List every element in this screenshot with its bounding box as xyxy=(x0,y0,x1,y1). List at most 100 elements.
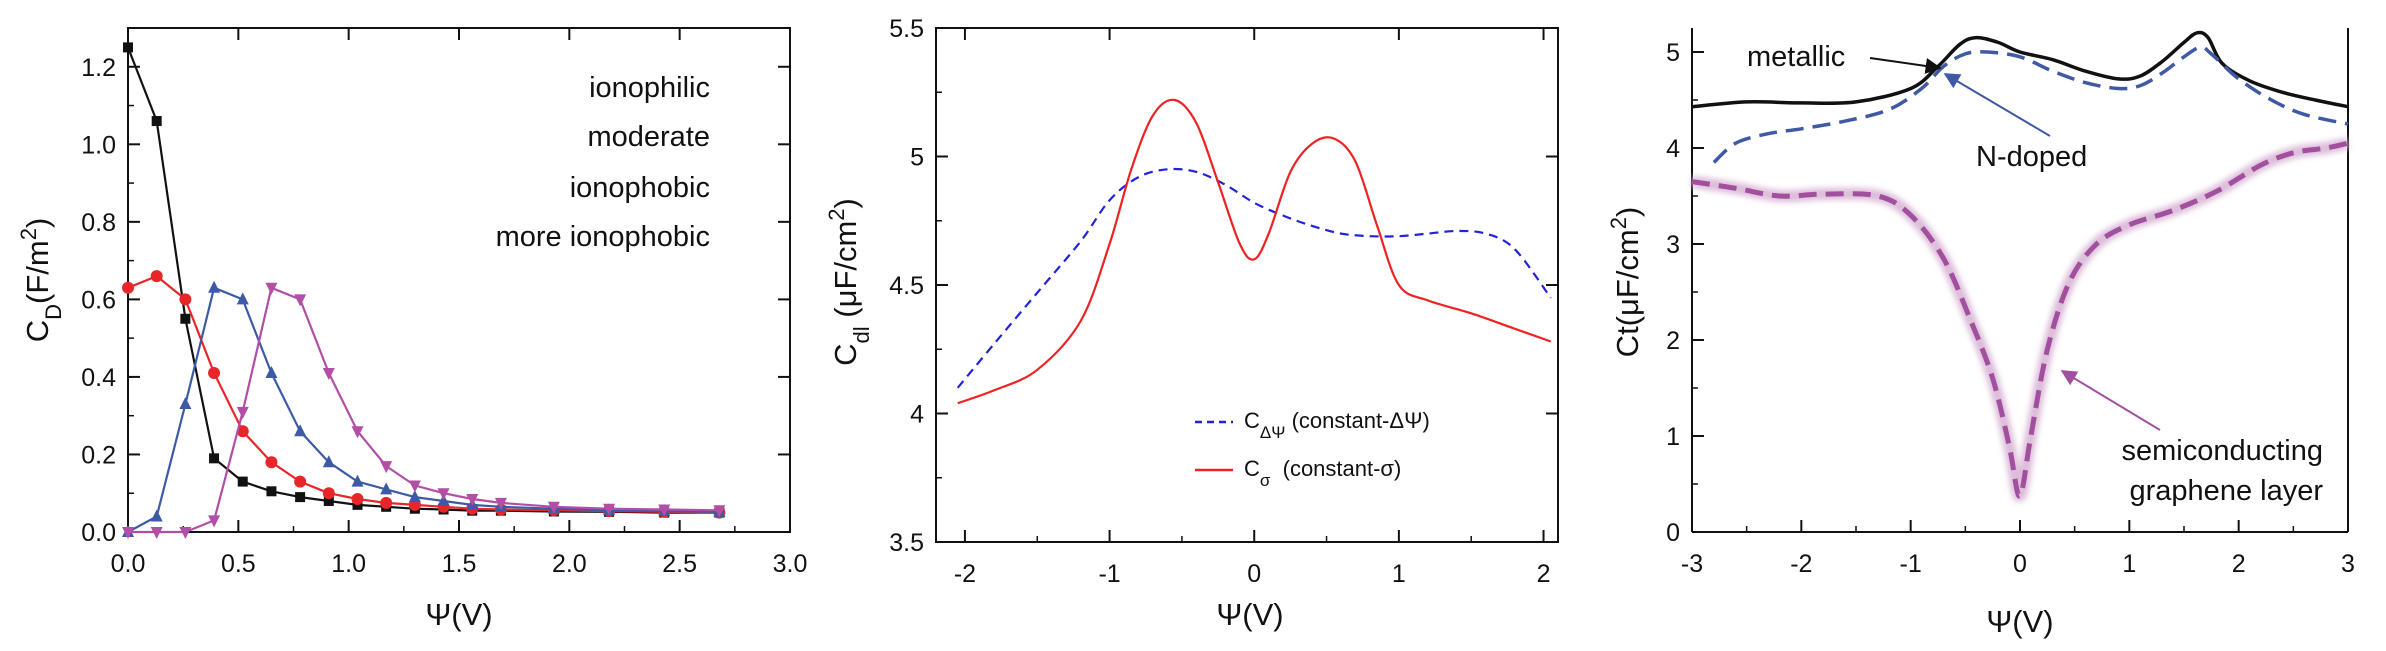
data-point-ionophilic xyxy=(237,476,248,487)
y-tick-label: 0.4 xyxy=(81,364,116,392)
data-point-moderate xyxy=(122,281,134,294)
series-line-ionophilic xyxy=(126,47,720,514)
data-point-ionophilic xyxy=(266,486,277,497)
legend-sigma-main: C xyxy=(1244,456,1260,481)
data-point-ionophilic xyxy=(209,453,220,464)
y-tick-label: 1.2 xyxy=(81,54,116,82)
data-point-ionophilic xyxy=(323,495,334,506)
y-tick-label: 0.6 xyxy=(81,286,116,314)
y-label-end: ) xyxy=(1610,207,1645,217)
data-point-ionophilic xyxy=(123,42,133,53)
y-label-main: C xyxy=(20,320,55,342)
data-point-more-ionophobic xyxy=(208,515,221,528)
legend-delta-psi: CΔΨ (constant-ΔΨ) xyxy=(1244,408,1430,442)
tick-group: -3 -2 -1 0 1 2 3 0 1 2 3 4 5 xyxy=(1666,39,2355,578)
tick-group: -2 -1 0 1 2 3.5 4 4.5 5 5.5 xyxy=(889,15,1558,588)
data-point-more-ionophobic xyxy=(265,282,278,295)
x-tick-label: 2.0 xyxy=(552,550,587,578)
y-tick-label: 0.2 xyxy=(81,441,116,469)
legend-ionophobic: ionophobic xyxy=(570,172,710,204)
y-label-sub: D xyxy=(41,304,66,320)
legend-sigma-sub: σ xyxy=(1260,471,1271,490)
data-point-ionophobic xyxy=(380,482,393,495)
y-label-sup: 2 xyxy=(16,228,41,240)
data-point-moderate xyxy=(294,475,307,488)
y-tick-label: 5.5 xyxy=(889,15,924,43)
arrow-metallic xyxy=(1869,57,1942,74)
data-point-more-ionophobic xyxy=(179,527,192,539)
legend-moderate: moderate xyxy=(587,121,710,153)
data-point-ionophobic xyxy=(265,366,278,379)
data-point-ionophobic xyxy=(179,397,192,410)
data-point-moderate xyxy=(265,456,278,469)
x-axis-label: Ψ(V) xyxy=(1216,597,1283,632)
data-point-moderate xyxy=(322,487,335,500)
x-tick-label: 0 xyxy=(1247,560,1261,588)
data-point-more-ionophobic xyxy=(494,497,507,510)
data-point-moderate xyxy=(236,425,249,438)
data-point-ionophobic xyxy=(208,280,221,293)
y-label-sup: 2 xyxy=(1606,217,1631,229)
data-point-more-ionophobic xyxy=(658,504,671,517)
data-point-more-ionophobic xyxy=(236,406,249,419)
data-point-more-ionophobic xyxy=(713,505,726,518)
series-line-c-constant xyxy=(956,167,1552,389)
y-tick-label: 0.8 xyxy=(81,209,116,237)
data-point-more-ionophobic xyxy=(408,480,421,493)
x-tick-label: 3.0 xyxy=(773,550,808,578)
x-tick-label: 1 xyxy=(2122,550,2136,578)
x-tick-label: 0.0 xyxy=(111,550,146,578)
data-point-moderate xyxy=(208,367,221,380)
y-axis-label: Cdl (μF/cm2) xyxy=(824,198,874,366)
x-tick-label: 0.5 xyxy=(221,550,256,578)
y-tick-label: 3 xyxy=(1666,231,1680,259)
legend-delta-psi-sub: ΔΨ xyxy=(1260,423,1286,442)
x-tick-label: 2 xyxy=(2232,550,2246,578)
series-line-semiconducting-graphene-layer xyxy=(1691,140,2349,499)
y-axis-label: Ct(μF/cm2) xyxy=(1606,207,1646,358)
x-tick-label: 1 xyxy=(1392,560,1406,588)
tick-group: 0.0 0.5 1.0 1.5 2.0 2.5 3.0 0.0 0.2 0.4 0.6 0.8 1.0 1… xyxy=(81,28,807,578)
data-point-more-ionophobic xyxy=(437,488,450,501)
y-tick-label: 0 xyxy=(1666,519,1680,547)
series-group xyxy=(956,98,1552,405)
panel-capacitance-cd: 0.0 0.5 1.0 1.5 2.0 2.5 3.0 0.0 0.2 0.4 0.6 0.8 1.0 1… xyxy=(16,27,807,632)
x-tick-label: 2 xyxy=(1537,560,1551,588)
annotation-metallic: metallic xyxy=(1747,41,1845,73)
y-label-sub: dl xyxy=(849,326,874,343)
data-point-ionophilic xyxy=(151,116,162,127)
series-group xyxy=(1691,30,2350,502)
data-point-ionophobic xyxy=(294,424,307,437)
series-group xyxy=(122,42,726,539)
data-point-moderate xyxy=(380,496,393,509)
data-point-ionophobic xyxy=(236,292,249,305)
series-line-moderate xyxy=(127,275,720,514)
x-tick-label: -3 xyxy=(1681,550,1703,578)
data-point-more-ionophobic xyxy=(547,501,560,514)
legend-ionophilic: ionophilic xyxy=(589,72,710,104)
x-tick-label: -2 xyxy=(1790,550,1812,578)
data-point-moderate xyxy=(150,270,163,283)
y-tick-label: 4 xyxy=(1666,135,1680,163)
y-tick-label: 1 xyxy=(1666,423,1680,451)
annotation-semiconducting: semiconducting xyxy=(2122,435,2324,467)
series-line-more-ionophobic xyxy=(128,286,720,534)
x-tick-label: 2.5 xyxy=(662,550,697,578)
data-point-moderate xyxy=(179,293,192,306)
y-label-sup: 2 xyxy=(824,208,849,220)
series-line-n-doped xyxy=(1712,45,2349,164)
x-axis-label: Ψ(V) xyxy=(1986,604,2053,639)
y-tick-label: 5 xyxy=(910,144,924,172)
data-point-ionophobic xyxy=(351,474,364,487)
x-tick-label: -1 xyxy=(1098,560,1120,588)
data-point-ionophobic xyxy=(150,509,163,522)
legend-sigma-rest: (constant-σ) xyxy=(1270,456,1401,481)
legend-sigma: Cσ (constant-σ) xyxy=(1244,456,1401,490)
x-tick-label: 1.0 xyxy=(331,550,366,578)
data-point-ionophilic xyxy=(295,492,306,503)
data-point-more-ionophobic xyxy=(603,503,616,516)
arrow-semiconducting xyxy=(2060,370,2161,431)
x-tick-label: -2 xyxy=(954,560,976,588)
y-label-mid: (μF/cm xyxy=(828,221,863,327)
